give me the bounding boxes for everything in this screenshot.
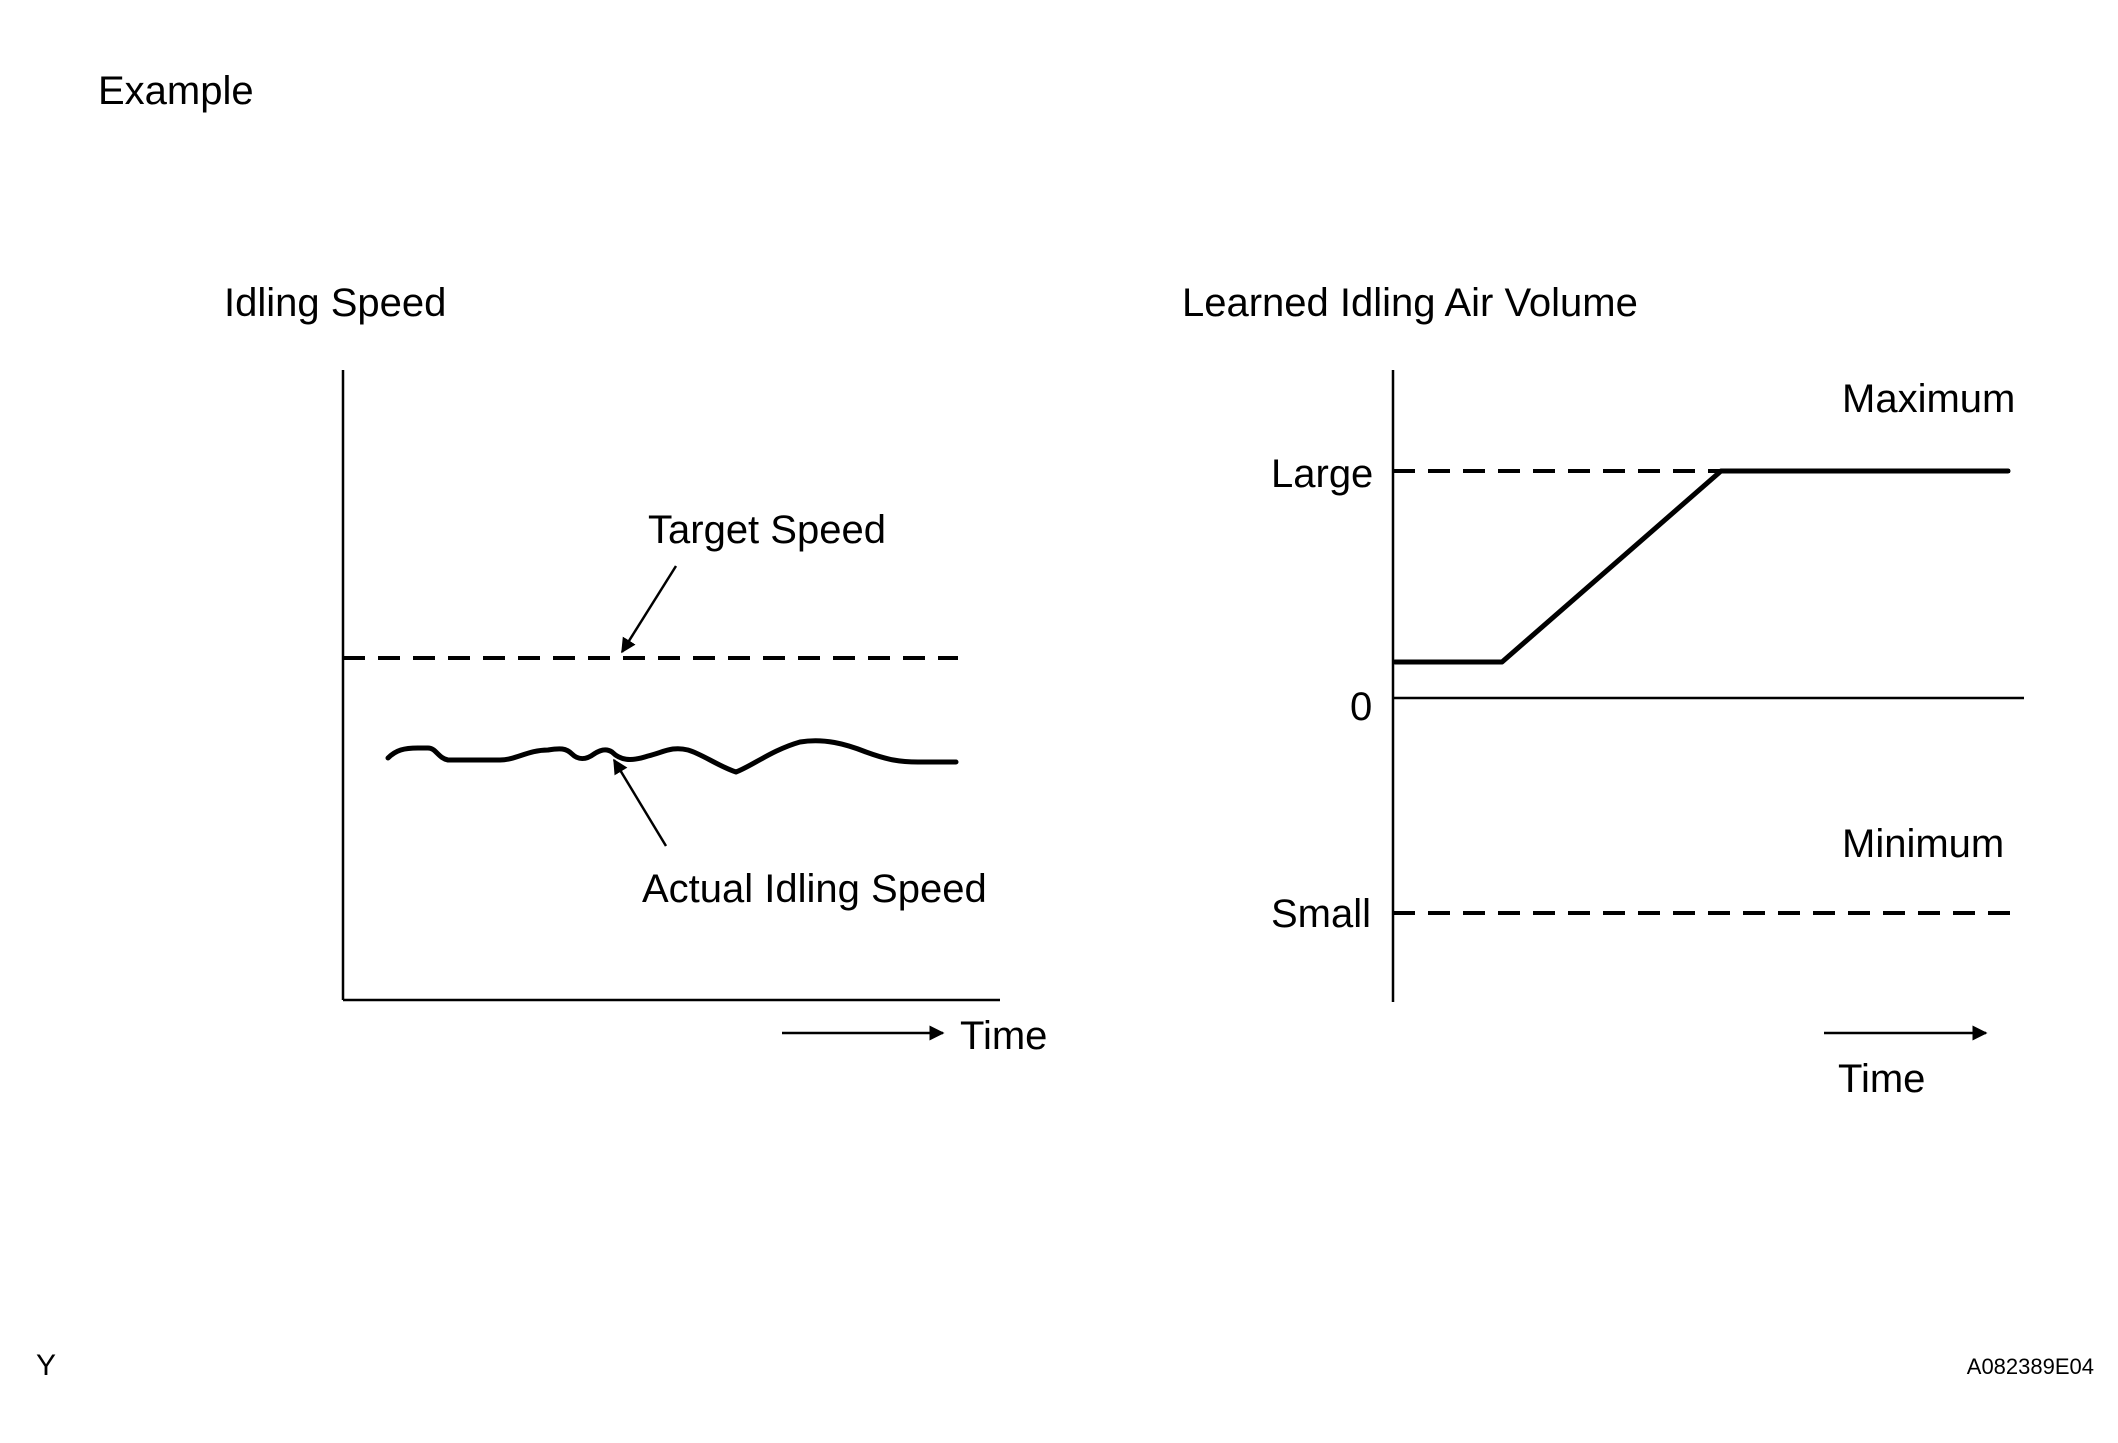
minimum-label: Minimum [1842,822,2004,866]
footer-left-code: Y [36,1349,56,1382]
learned-air-volume-curve [1392,468,2011,665]
actual-speed-arrow [612,758,668,847]
left-chart-title: Idling Speed [224,281,446,325]
learned-air-volume-chart: Learned Idling Air Volume Maximum Large … [1182,281,2024,1101]
zero-label: 0 [1350,685,1372,729]
large-label: Large [1271,452,1373,496]
right-chart-title: Learned Idling Air Volume [1182,281,1638,325]
idling-speed-chart: Idling Speed Target Speed Actual Idling … [224,281,1047,1058]
right-time-label: Time [1838,1057,1925,1101]
footer-right-code: A082389E04 [1967,1354,2094,1379]
actual-idling-speed-curve [385,738,959,775]
maximum-label: Maximum [1842,377,2015,421]
actual-idling-speed-label: Actual Idling Speed [642,867,987,911]
page-title: Example [98,69,254,113]
left-time-label: Time [960,1014,1047,1058]
target-speed-label: Target Speed [648,508,886,552]
target-speed-arrow [620,565,678,654]
small-label: Small [1271,892,1371,936]
